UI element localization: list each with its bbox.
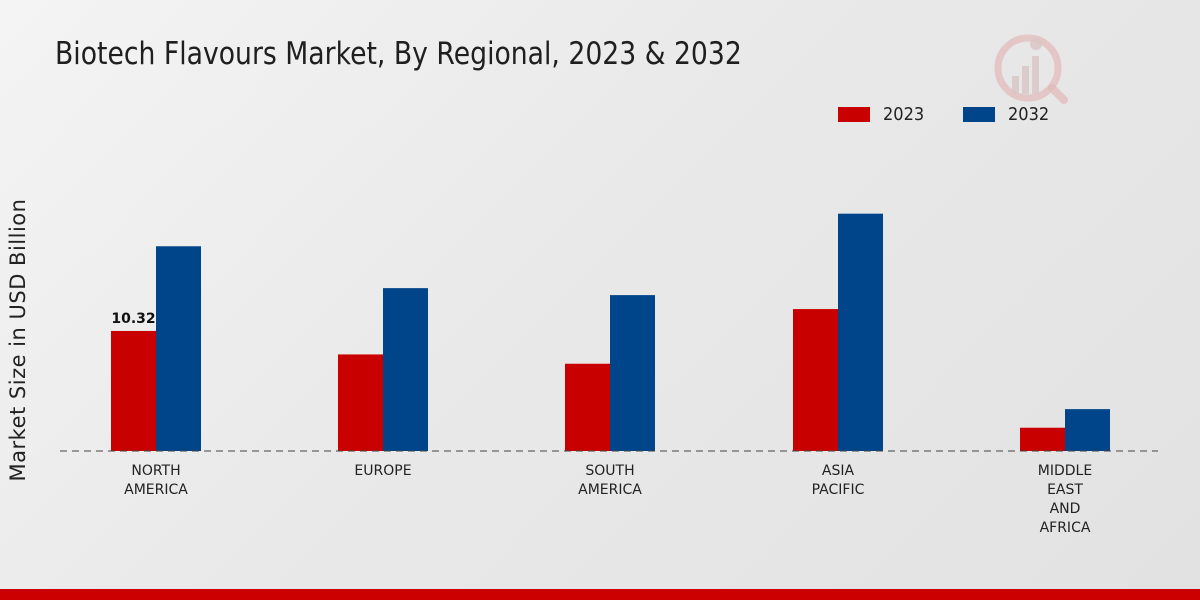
legend: 2023 2032 bbox=[838, 104, 1088, 125]
bar-2032-2 bbox=[610, 295, 655, 451]
brand-logo-icon bbox=[994, 34, 1068, 104]
legend-item-2032: 2032 bbox=[962, 104, 1054, 125]
bar-2032-1 bbox=[383, 288, 428, 451]
legend-label-2023: 2023 bbox=[883, 104, 925, 125]
legend-swatch-2023 bbox=[838, 107, 870, 122]
legend-label-2032: 2032 bbox=[1007, 104, 1050, 125]
x-tick-label-2: SOUTH AMERICA bbox=[578, 463, 642, 498]
bar-2023-4 bbox=[1020, 427, 1065, 451]
legend-swatch-2032 bbox=[962, 107, 995, 122]
x-tick-label-4: MIDDLE EAST AND AFRICA bbox=[1038, 463, 1092, 536]
x-tick-label-3: ASIA PACIFIC bbox=[812, 463, 865, 498]
data-label-0: 10.32 bbox=[111, 311, 155, 327]
bar-2023-1 bbox=[338, 354, 383, 451]
bar-2023-3 bbox=[793, 309, 838, 451]
x-tick-label-1: EUROPE bbox=[354, 463, 411, 479]
legend-item-2023: 2023 bbox=[838, 104, 929, 125]
bar-2032-3 bbox=[838, 213, 883, 451]
bar-2032-0 bbox=[156, 246, 201, 451]
bar-2023-0 bbox=[111, 330, 156, 451]
bar-2032-4 bbox=[1065, 409, 1110, 451]
footer-bar bbox=[0, 589, 1200, 600]
bar-2023-2 bbox=[565, 363, 610, 451]
chart-title: Biotech Flavours Market, By Regional, 20… bbox=[55, 36, 742, 72]
x-tick-label-0: NORTH AMERICA bbox=[124, 463, 188, 498]
